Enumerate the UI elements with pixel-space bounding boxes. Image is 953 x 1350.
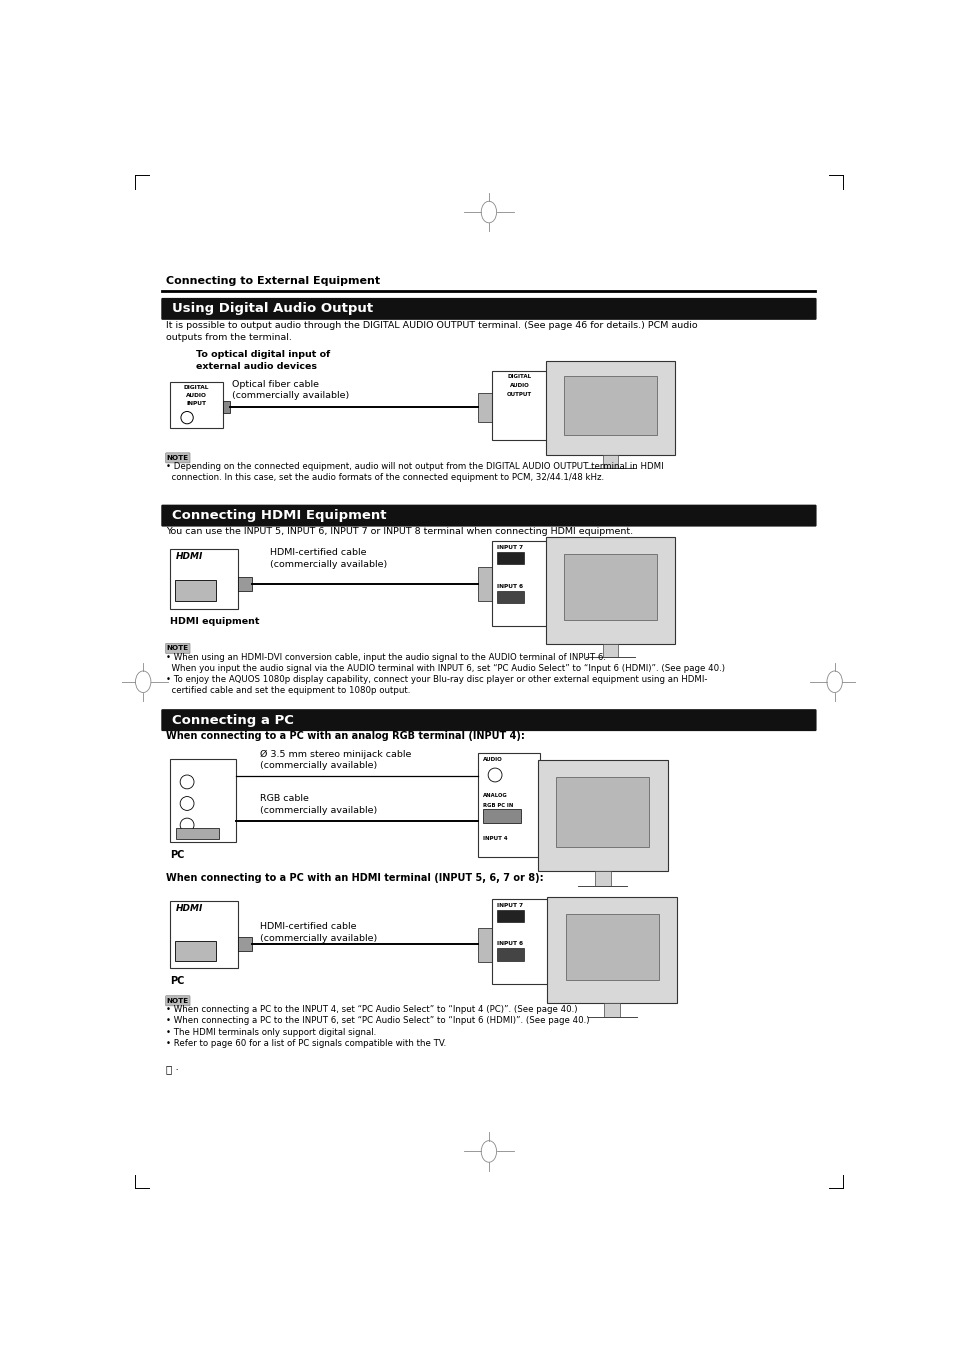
- Text: external audio devices: external audio devices: [195, 362, 316, 371]
- Bar: [563, 555, 657, 620]
- Bar: [477, 567, 492, 601]
- Text: It is possible to output audio through the DIGITAL AUDIO OUTPUT terminal. (See p: It is possible to output audio through t…: [166, 320, 698, 329]
- Bar: [497, 590, 523, 603]
- Text: RGB PC IN: RGB PC IN: [482, 803, 513, 807]
- Text: DIGITAL: DIGITAL: [507, 374, 531, 379]
- Text: • To enjoy the AQUOS 1080p display capability, connect your Blu-ray disc player : • To enjoy the AQUOS 1080p display capab…: [166, 675, 707, 683]
- Text: INPUT 7: INPUT 7: [497, 545, 522, 549]
- Bar: [497, 910, 523, 922]
- Text: (commercially available): (commercially available): [270, 560, 387, 568]
- FancyBboxPatch shape: [166, 644, 190, 653]
- Bar: [482, 809, 520, 822]
- Bar: [170, 382, 222, 428]
- Text: AUDIO: AUDIO: [482, 757, 502, 763]
- Text: • When connecting a PC to the INPUT 6, set “PC Audio Select” to “Input 6 (HDMI)”: • When connecting a PC to the INPUT 6, s…: [166, 1017, 589, 1026]
- Bar: [565, 914, 658, 980]
- Text: You can use the INPUT 5, INPUT 6, INPUT 7 or INPUT 8 terminal when connecting HD: You can use the INPUT 5, INPUT 6, INPUT …: [166, 526, 633, 536]
- Bar: [492, 541, 547, 626]
- Text: Using Digital Audio Output: Using Digital Audio Output: [172, 302, 373, 316]
- FancyBboxPatch shape: [166, 996, 190, 1006]
- Bar: [176, 828, 218, 838]
- FancyBboxPatch shape: [161, 709, 816, 732]
- Bar: [477, 929, 492, 963]
- Text: PC: PC: [170, 976, 184, 986]
- Text: When you input the audio signal via the AUDIO terminal with INPUT 6, set “PC Aud: When you input the audio signal via the …: [166, 664, 724, 672]
- Text: (commercially available): (commercially available): [260, 761, 377, 770]
- FancyBboxPatch shape: [161, 298, 816, 320]
- Bar: [537, 760, 667, 871]
- Bar: [547, 896, 676, 1003]
- Bar: [563, 377, 657, 435]
- Bar: [174, 941, 216, 961]
- Text: • Refer to page 60 for a list of PC signals compatible with the TV.: • Refer to page 60 for a list of PC sign…: [166, 1038, 446, 1048]
- Bar: [604, 1003, 619, 1017]
- Text: INPUT 4: INPUT 4: [482, 836, 507, 841]
- Text: ⓔ ·: ⓔ ·: [166, 1064, 179, 1073]
- Bar: [556, 778, 649, 846]
- Text: (commercially available): (commercially available): [232, 392, 349, 401]
- Text: INPUT 7: INPUT 7: [497, 903, 522, 907]
- Text: • Depending on the connected equipment, audio will not output from the DIGITAL A: • Depending on the connected equipment, …: [166, 462, 663, 471]
- Text: INPUT 6: INPUT 6: [497, 583, 522, 589]
- Text: HDMI: HDMI: [176, 903, 204, 913]
- Bar: [497, 948, 523, 961]
- Bar: [170, 900, 237, 968]
- Text: (commercially available): (commercially available): [260, 934, 377, 942]
- Bar: [174, 579, 216, 601]
- Bar: [237, 576, 252, 590]
- FancyBboxPatch shape: [166, 452, 190, 463]
- Text: When connecting to a PC with an analog RGB terminal (INPUT 4):: When connecting to a PC with an analog R…: [166, 732, 524, 741]
- Text: ANALOG: ANALOG: [482, 794, 507, 798]
- Text: PC: PC: [170, 849, 184, 860]
- Text: DIGITAL: DIGITAL: [183, 385, 209, 390]
- Text: • When connecting a PC to the INPUT 4, set “PC Audio Select” to “Input 4 (PC)”. : • When connecting a PC to the INPUT 4, s…: [166, 1006, 578, 1014]
- Bar: [545, 362, 675, 455]
- Text: NOTE: NOTE: [167, 645, 189, 652]
- Text: AUDIO: AUDIO: [186, 393, 207, 398]
- Text: INPUT: INPUT: [186, 401, 206, 406]
- Text: outputs from the terminal.: outputs from the terminal.: [166, 332, 292, 342]
- Bar: [492, 371, 547, 440]
- Text: Connecting a PC: Connecting a PC: [172, 714, 294, 726]
- Text: • When using an HDMI-DVI conversion cable, input the audio signal to the AUDIO t: • When using an HDMI-DVI conversion cabl…: [166, 653, 606, 662]
- Bar: [545, 537, 675, 644]
- Bar: [222, 401, 230, 413]
- Bar: [602, 455, 618, 467]
- Text: HDMI-certified cable: HDMI-certified cable: [260, 922, 356, 931]
- Text: NOTE: NOTE: [167, 455, 189, 460]
- Text: AUDIO: AUDIO: [509, 383, 529, 387]
- Text: OUTPUT: OUTPUT: [507, 393, 532, 397]
- Text: To optical digital input of: To optical digital input of: [195, 350, 330, 359]
- Text: Connecting HDMI Equipment: Connecting HDMI Equipment: [172, 509, 386, 522]
- Text: connection. In this case, set the audio formats of the connected equipment to PC: connection. In this case, set the audio …: [166, 474, 604, 482]
- Text: NOTE: NOTE: [167, 998, 189, 1004]
- Bar: [492, 899, 548, 984]
- FancyBboxPatch shape: [161, 505, 816, 526]
- Bar: [497, 552, 523, 564]
- Text: HDMI equipment: HDMI equipment: [170, 617, 259, 625]
- Bar: [237, 937, 252, 952]
- Bar: [170, 759, 235, 842]
- Text: Ø 3.5 mm stereo minijack cable: Ø 3.5 mm stereo minijack cable: [260, 749, 411, 759]
- Text: Connecting to External Equipment: Connecting to External Equipment: [166, 275, 380, 286]
- Bar: [477, 753, 539, 857]
- Text: certified cable and set the equipment to 1080p output.: certified cable and set the equipment to…: [166, 686, 410, 695]
- Text: (commercially available): (commercially available): [260, 806, 377, 815]
- Text: • The HDMI terminals only support digital signal.: • The HDMI terminals only support digita…: [166, 1027, 376, 1037]
- Text: RGB cable: RGB cable: [260, 794, 309, 803]
- Text: INPUT 6: INPUT 6: [497, 941, 522, 946]
- Bar: [170, 549, 237, 609]
- Bar: [602, 644, 618, 657]
- Bar: [477, 393, 492, 423]
- Text: HDMI-certified cable: HDMI-certified cable: [270, 548, 366, 558]
- Bar: [595, 871, 610, 886]
- Text: When connecting to a PC with an HDMI terminal (INPUT 5, 6, 7 or 8):: When connecting to a PC with an HDMI ter…: [166, 873, 543, 883]
- Text: Optical fiber cable: Optical fiber cable: [232, 379, 318, 389]
- Text: HDMI: HDMI: [176, 552, 204, 562]
